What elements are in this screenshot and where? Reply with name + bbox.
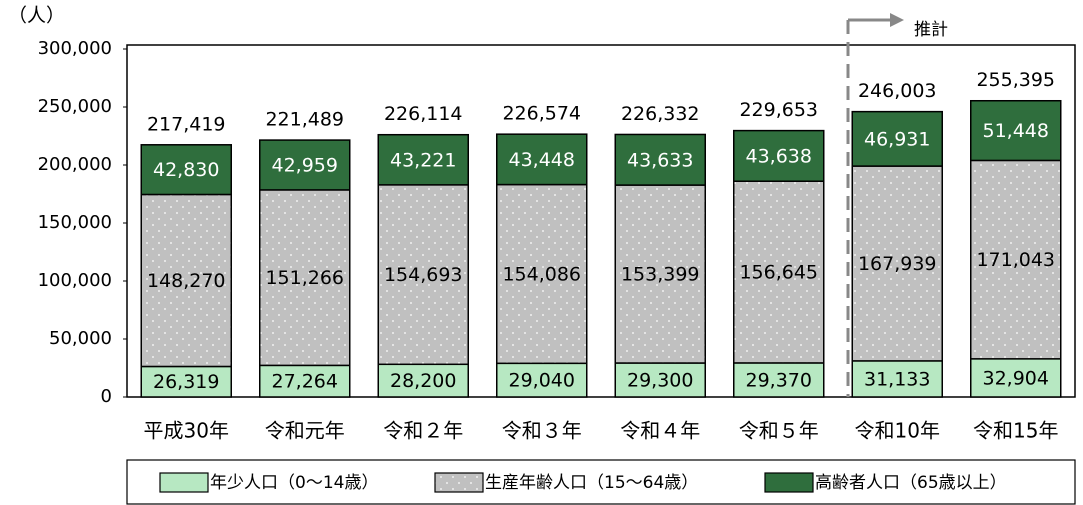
bar-segment xyxy=(140,365,232,398)
bar-segment xyxy=(614,133,706,186)
x-tick-label: 令和元年 xyxy=(265,419,345,443)
bar-segment xyxy=(259,364,351,398)
legend-frame xyxy=(126,459,1076,505)
forecast-arrowhead xyxy=(890,13,904,27)
x-tick-label: 令和10年 xyxy=(855,419,940,443)
bar-segment xyxy=(733,180,825,364)
data-label: 31,133 xyxy=(864,368,930,390)
y-tick-label: 250,000 xyxy=(38,96,112,117)
bar-segment xyxy=(377,133,469,186)
y-tick-label: 50,000 xyxy=(49,328,112,349)
data-label: 154,693 xyxy=(384,264,463,286)
bar-segment xyxy=(496,362,588,398)
data-label: 29,040 xyxy=(509,370,575,392)
total-label: 246,003 xyxy=(858,80,937,102)
total-label: 226,332 xyxy=(621,103,700,125)
data-label: 26,319 xyxy=(153,371,219,393)
data-label: 171,043 xyxy=(976,249,1055,271)
legend-label: 高齢者人口（65歳以上） xyxy=(815,473,1007,493)
data-label: 32,904 xyxy=(983,367,1049,389)
data-label: 29,370 xyxy=(746,369,812,391)
bar-segment xyxy=(733,362,825,398)
bar-segment xyxy=(970,99,1062,162)
bar-segment xyxy=(140,193,232,368)
plot-frame xyxy=(126,44,1076,398)
bar-segment xyxy=(259,139,351,191)
data-label: 29,300 xyxy=(627,370,693,392)
x-tick-label: 平成30年 xyxy=(144,419,229,443)
total-label: 217,419 xyxy=(147,113,226,135)
y-tick-label: 0 xyxy=(101,386,112,407)
total-label: 226,574 xyxy=(502,103,581,125)
legend-swatch xyxy=(159,472,209,493)
bar-segment xyxy=(140,144,232,196)
bar-segment xyxy=(733,129,825,182)
x-tick-label: 令和２年 xyxy=(383,419,463,443)
bar-segment xyxy=(851,110,943,167)
y-axis-label: （人） xyxy=(8,5,65,27)
legend-swatch xyxy=(434,472,484,493)
x-tick-label: 令和５年 xyxy=(739,419,819,443)
data-label: 154,086 xyxy=(502,263,581,285)
total-label: 221,489 xyxy=(265,109,344,131)
forecast-label: 推計 xyxy=(914,20,948,40)
y-tick-label: 150,000 xyxy=(38,212,112,233)
data-label: 42,830 xyxy=(153,159,219,181)
total-label: 255,395 xyxy=(976,69,1055,91)
bar-segment xyxy=(377,184,469,366)
bar-segment xyxy=(614,184,706,364)
data-label: 43,448 xyxy=(509,149,575,171)
bar-segment xyxy=(851,360,943,398)
x-tick-label: 令和４年 xyxy=(620,419,700,443)
data-label: 43,638 xyxy=(746,145,812,167)
legend-label: 年少人口（0～14歳） xyxy=(210,473,378,493)
data-label: 42,959 xyxy=(272,154,338,176)
bar-segment xyxy=(851,165,943,362)
data-label: 28,200 xyxy=(390,370,456,392)
total-label: 229,653 xyxy=(739,99,818,121)
data-label: 43,221 xyxy=(390,149,456,171)
bar-segment xyxy=(496,133,588,186)
y-tick-label: 100,000 xyxy=(38,270,112,291)
data-label: 27,264 xyxy=(272,371,338,393)
total-label: 226,114 xyxy=(384,103,463,125)
data-label: 167,939 xyxy=(858,253,937,275)
legend-label: 生産年齢人口（15～64歳） xyxy=(485,473,698,493)
x-tick-label: 令和３年 xyxy=(502,419,582,443)
bar-segment xyxy=(259,189,351,367)
data-label: 153,399 xyxy=(621,264,700,286)
bar-segment xyxy=(970,159,1062,360)
legend-swatch xyxy=(764,472,814,493)
bar-segment xyxy=(970,358,1062,398)
data-label: 151,266 xyxy=(265,267,344,289)
data-label: 46,931 xyxy=(864,128,930,150)
data-label: 51,448 xyxy=(983,120,1049,142)
y-tick-label: 200,000 xyxy=(38,154,112,175)
x-tick-label: 令和15年 xyxy=(973,419,1058,443)
bar-segment xyxy=(614,362,706,398)
data-label: 43,633 xyxy=(627,149,693,171)
bar-segment xyxy=(496,183,588,365)
y-tick-label: 300,000 xyxy=(38,38,112,59)
data-label: 148,270 xyxy=(147,270,226,292)
data-label: 156,645 xyxy=(739,262,818,284)
bar-segment xyxy=(377,363,469,398)
